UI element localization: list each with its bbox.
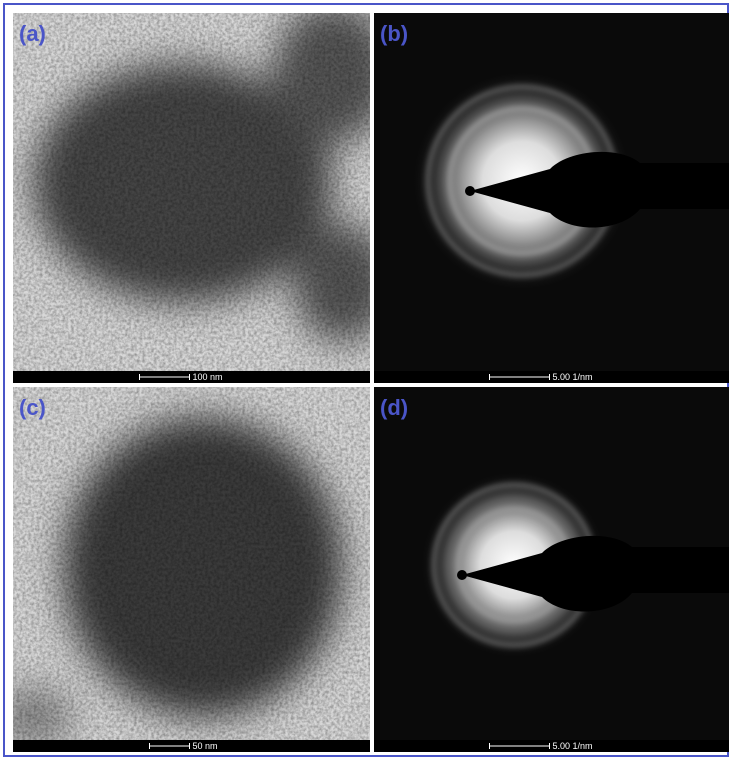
panel-label: (a) (19, 21, 46, 46)
page: 100 nm (a) 5.00 1/nm (b) 50 nm (c) 5.00 1/nm (d… (0, 0, 729, 757)
panel: 5.00 1/nm (b) (374, 13, 729, 383)
figure: 100 nm (a) 5.00 1/nm (b) 50 nm (c) 5.00 1/nm (d… (0, 0, 729, 757)
panel-label: (c) (19, 395, 46, 420)
panel: 5.00 1/nm (d) (374, 387, 729, 752)
scale-bar-label: 100 nm (193, 372, 223, 382)
scale-strip (13, 371, 370, 383)
panel: 50 nm (c) (0, 387, 370, 752)
panel-label: (b) (380, 21, 408, 46)
texture (13, 387, 370, 752)
texture (13, 13, 370, 383)
scale-bar-label: 5.00 1/nm (553, 372, 593, 382)
panel-label: (d) (380, 395, 408, 420)
micrograph (374, 387, 729, 752)
micrograph (374, 13, 729, 383)
micrograph (0, 387, 370, 752)
scale-strip (374, 371, 729, 383)
scale-bar-label: 50 nm (193, 741, 218, 751)
beam-tip (457, 570, 467, 580)
panel: 100 nm (a) (13, 3, 393, 383)
scale-bar-label: 5.00 1/nm (553, 741, 593, 751)
panels: 100 nm (a) 5.00 1/nm (b) 50 nm (c) 5.00 1/nm (d… (0, 3, 729, 752)
micrograph (13, 3, 393, 383)
scale-strip (374, 740, 729, 752)
beam-tip (465, 186, 475, 196)
scale-strip (13, 740, 370, 752)
